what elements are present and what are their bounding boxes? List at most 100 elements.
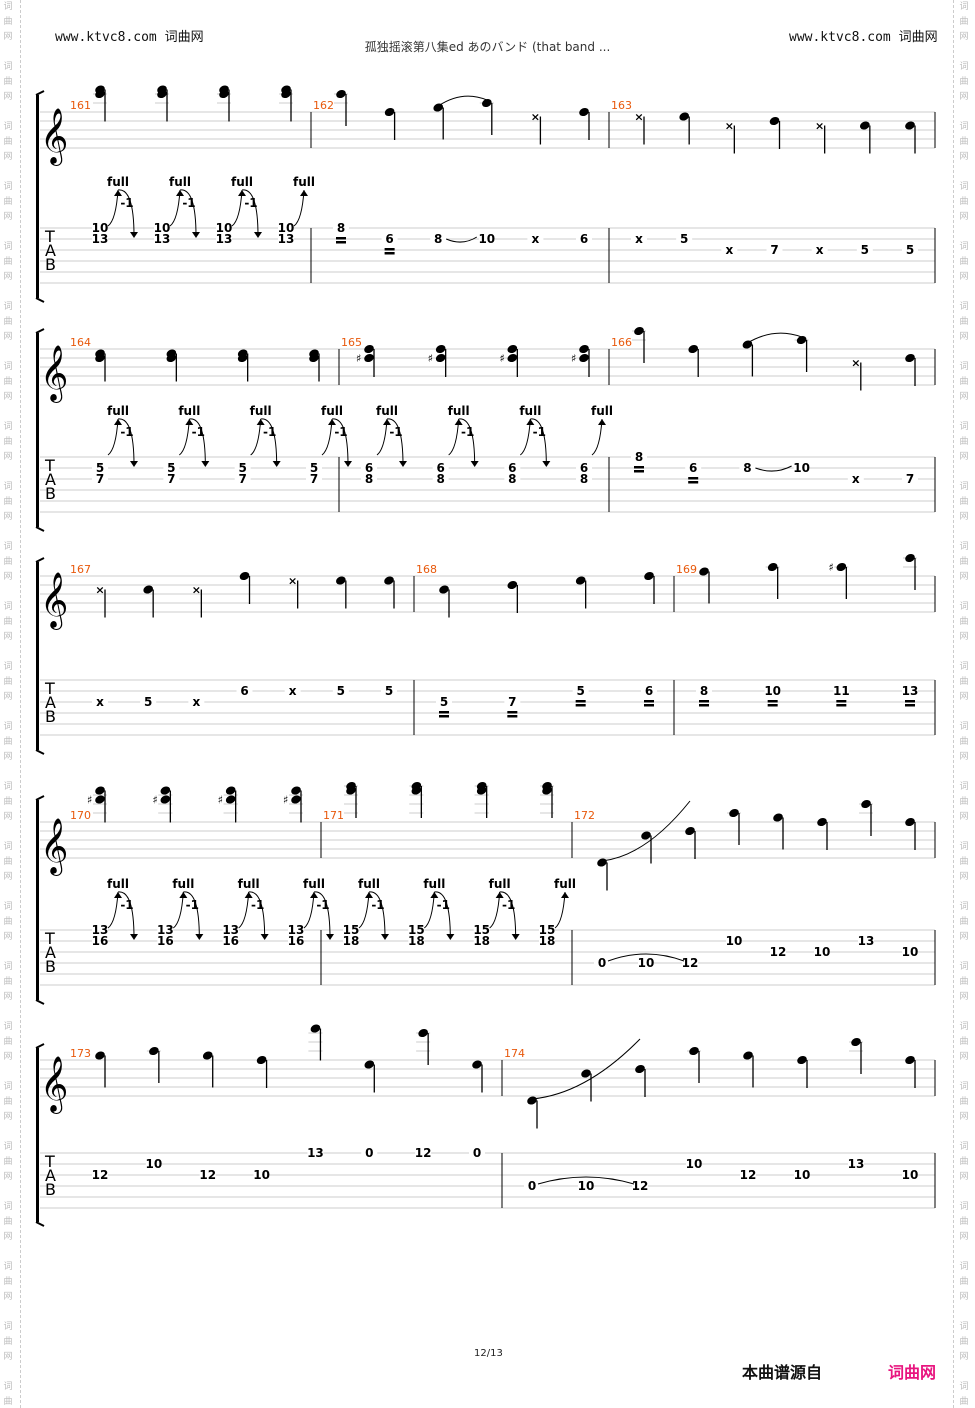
fret-bg	[216, 222, 232, 234]
release-arrow	[458, 418, 476, 466]
fret-number: 16	[157, 934, 174, 948]
fret-bg	[856, 244, 873, 256]
arrow-head-icon	[526, 419, 535, 425]
measure: 174 0 10 12 10 12 10 13 10	[504, 1037, 918, 1193]
release-arrow	[189, 418, 206, 466]
note-event: x×	[188, 584, 205, 709]
notehead	[95, 353, 105, 363]
fret-number: 13	[902, 684, 919, 698]
notehead	[767, 562, 778, 572]
x-notehead: ×	[815, 120, 824, 133]
site-link-left[interactable]: www.ktvc8.com 词曲网	[55, 30, 204, 45]
note-event: x×	[284, 575, 301, 698]
sharp-sign: ♯	[499, 352, 504, 365]
fret-number: 10	[278, 221, 295, 235]
note-event: 5	[381, 576, 397, 698]
note-event: 5	[856, 121, 873, 257]
fret-number: 10	[253, 1168, 270, 1182]
arrow-head-icon	[260, 934, 269, 940]
fret-number: 10	[902, 945, 919, 959]
brand-logo[interactable]: 词曲网	[888, 1363, 937, 1382]
fret-bg	[306, 462, 322, 474]
rhythm-slash	[507, 715, 518, 718]
watermark-text: 词曲网	[959, 1322, 969, 1362]
fret-bg	[157, 935, 174, 947]
watermark-text: 词曲网	[3, 1322, 13, 1362]
fret-number: 7	[96, 472, 104, 486]
right-margin-line	[953, 0, 954, 1408]
fret-number: 13	[222, 923, 239, 937]
measure-number: 168	[416, 563, 437, 576]
x-notehead: ×	[634, 111, 643, 124]
release-label: -1	[371, 898, 384, 912]
fret-bg	[154, 222, 170, 234]
fret-bg	[578, 1180, 594, 1192]
arrow-head-icon	[598, 419, 606, 425]
x-notehead: ×	[851, 357, 860, 370]
fret-bg	[284, 685, 301, 697]
note-event: 10	[478, 98, 495, 246]
fret-bg	[92, 1169, 108, 1181]
bend-label: full	[231, 175, 253, 189]
arrow-head-icon	[454, 419, 463, 425]
fret-bg	[234, 462, 251, 474]
watermark-text: 词曲网	[3, 182, 13, 222]
sharp-sign: ♯	[283, 794, 288, 807]
notehead	[575, 576, 586, 585]
fret-bg	[576, 462, 592, 474]
fret-bg	[740, 1169, 756, 1181]
bracket-hook	[35, 557, 45, 563]
fret-number: 13	[848, 1157, 865, 1171]
fret-number: 5	[167, 461, 175, 475]
note-event: 10	[578, 1069, 594, 1193]
rhythm-slash	[767, 700, 778, 703]
arrow-head-icon	[130, 461, 138, 467]
fret-number: 6	[580, 232, 588, 246]
notehead	[817, 817, 827, 827]
system-bracket	[36, 95, 39, 298]
note-event: 12	[92, 1051, 108, 1182]
arrow-head-icon	[176, 190, 184, 196]
fret-bg	[415, 1147, 432, 1159]
note-event: 8	[430, 95, 487, 246]
watermark-text: 词曲网	[3, 2, 13, 42]
rhythm-slash	[644, 704, 654, 707]
site-link-right[interactable]: www.ktvc8.com 词曲网	[789, 30, 938, 45]
fret-number: 8	[743, 461, 751, 475]
note-event: 10	[764, 562, 781, 707]
fret-number: 5	[96, 461, 104, 475]
fret-bg	[432, 473, 449, 485]
watermark-text: 词曲网	[959, 1082, 969, 1122]
notehead	[225, 795, 236, 804]
notehead	[364, 344, 374, 354]
fret-number: 13	[157, 923, 174, 937]
note-event: 8	[696, 567, 712, 707]
fret-number: 6	[436, 461, 444, 475]
tab-clef-letter: T	[44, 1152, 55, 1171]
note-event: 0	[469, 1060, 485, 1160]
bend-label: full	[423, 877, 445, 891]
system: 𝄞TAB1701316♯full-11316♯full-11316♯full-1…	[35, 781, 936, 1005]
fret-number: 5	[144, 695, 152, 709]
measure-number: 162	[313, 99, 334, 112]
fret-bg	[430, 233, 447, 245]
watermark-text: 词曲网	[959, 662, 969, 702]
note-event: 57 full -1	[306, 349, 352, 486]
notehead	[796, 335, 807, 345]
release-arrow	[434, 891, 451, 939]
watermark-text: 词曲网	[3, 662, 13, 702]
notehead	[435, 353, 446, 363]
fret-number: 5	[337, 684, 345, 698]
fret-bg	[333, 222, 349, 234]
tab-clef-letter: T	[44, 227, 55, 246]
notehead	[635, 1064, 645, 1074]
arrow-head-icon	[542, 461, 551, 467]
arrow-head-icon	[238, 190, 246, 196]
arrow-head-icon	[244, 892, 253, 898]
arrow-head-icon	[192, 232, 200, 238]
notehead	[225, 786, 236, 795]
fret-number: 13	[154, 232, 171, 246]
